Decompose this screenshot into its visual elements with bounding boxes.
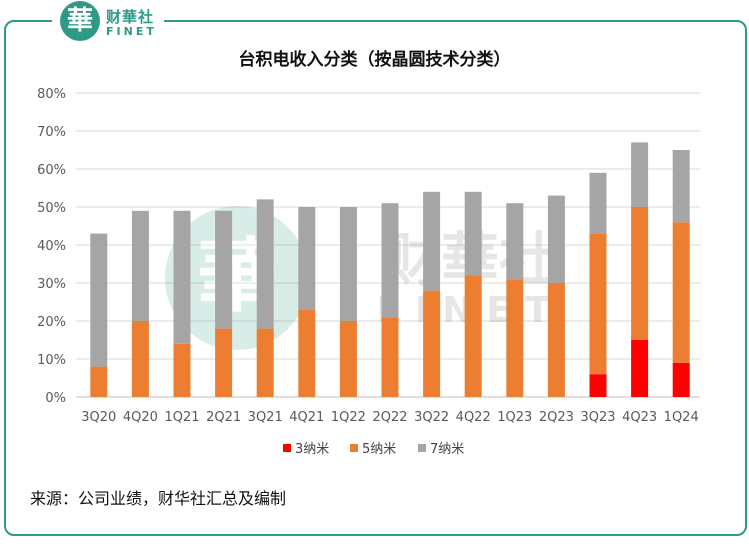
source-note: 来源：公司业绩，财华社汇总及编制 [30,489,287,508]
chart-frame [4,20,747,536]
x-tick-label: 3Q20 [81,410,116,425]
bar-segment [423,290,441,397]
x-tick-label: 4Q22 [456,410,491,425]
bar-segment [90,366,108,397]
bar-segment [256,199,274,329]
bar-segment [631,340,649,397]
y-tick-label: 20% [37,315,66,330]
bar-segment [589,374,607,397]
bar-segment [423,191,441,291]
legend-label: 5纳米 [362,442,396,457]
bar-segment [215,328,233,397]
bar-segment [464,191,482,276]
bar-segment [631,142,649,207]
bar-segment [672,362,690,397]
y-tick-label: 0% [45,391,66,406]
bar-segment [339,321,357,397]
bar-segment [339,207,357,321]
x-axis: 3Q20 4Q20 1Q21 2Q21 3Q21 4Q21 1Q22 2Q22 3Q22 4Q22… [81,410,698,425]
bar-segment [589,233,607,375]
x-tick-label: 3Q22 [414,410,449,425]
bar-segment [298,207,316,310]
finet-logo-icon: 華 [60,1,100,41]
legend-swatch [283,444,291,452]
y-axis: 0% 10% 20% 30% 40% 50% 60% 70% 80% [37,87,66,406]
x-tick-label: 1Q21 [164,410,199,425]
y-tick-label: 40% [37,239,66,254]
x-tick-label: 2Q22 [372,410,407,425]
bar-segment [90,233,108,367]
x-tick-label: 3Q21 [248,410,283,425]
bar-segment [672,150,690,223]
finet-logo: 華 财華社 FINET [52,0,164,44]
bar-segment [256,328,274,397]
x-tick-label: 3Q23 [580,410,615,425]
y-tick-label: 10% [37,353,66,368]
x-tick-label: 4Q20 [123,410,158,425]
x-tick-label: 2Q21 [206,410,241,425]
bar-segment [672,222,690,363]
legend-label: 7纳米 [430,442,464,457]
x-tick-label: 1Q24 [664,410,699,425]
x-tick-label: 4Q23 [622,410,657,425]
y-tick-label: 80% [37,87,66,102]
x-tick-label: 1Q22 [331,410,366,425]
bar-segment [298,309,316,397]
bar-segment [381,203,399,318]
legend-label: 3纳米 [295,442,329,457]
finet-logo-en: FINET [106,25,157,38]
x-tick-label: 2Q23 [539,410,574,425]
legend: 3纳米 5纳米 7纳米 [283,442,464,457]
y-tick-label: 70% [37,125,66,140]
x-tick-label: 4Q21 [289,410,324,425]
bar-segment [464,275,482,397]
chart-title: 台积电收入分类（按晶圆技术分类） [238,50,511,70]
bar-segment [547,283,565,397]
bar-segment [215,210,233,329]
x-tick-label: 1Q23 [497,410,532,425]
legend-swatch [418,444,426,452]
bar-segment [506,279,524,397]
bar-segment [131,210,149,321]
bar-segment [131,321,149,397]
bars [90,142,690,397]
bar-segment [173,343,191,397]
bar-segment [631,207,649,340]
bar-segment [589,172,607,234]
bar-segment [173,210,191,344]
finet-logo-cn: 财華社 [106,8,155,26]
legend-swatch [350,444,358,452]
y-tick-label: 60% [37,163,66,178]
bar-segment [506,203,524,280]
y-tick-label: 50% [37,201,66,216]
bar-segment [547,195,565,283]
bar-segment [381,317,399,397]
y-tick-label: 30% [37,277,66,292]
